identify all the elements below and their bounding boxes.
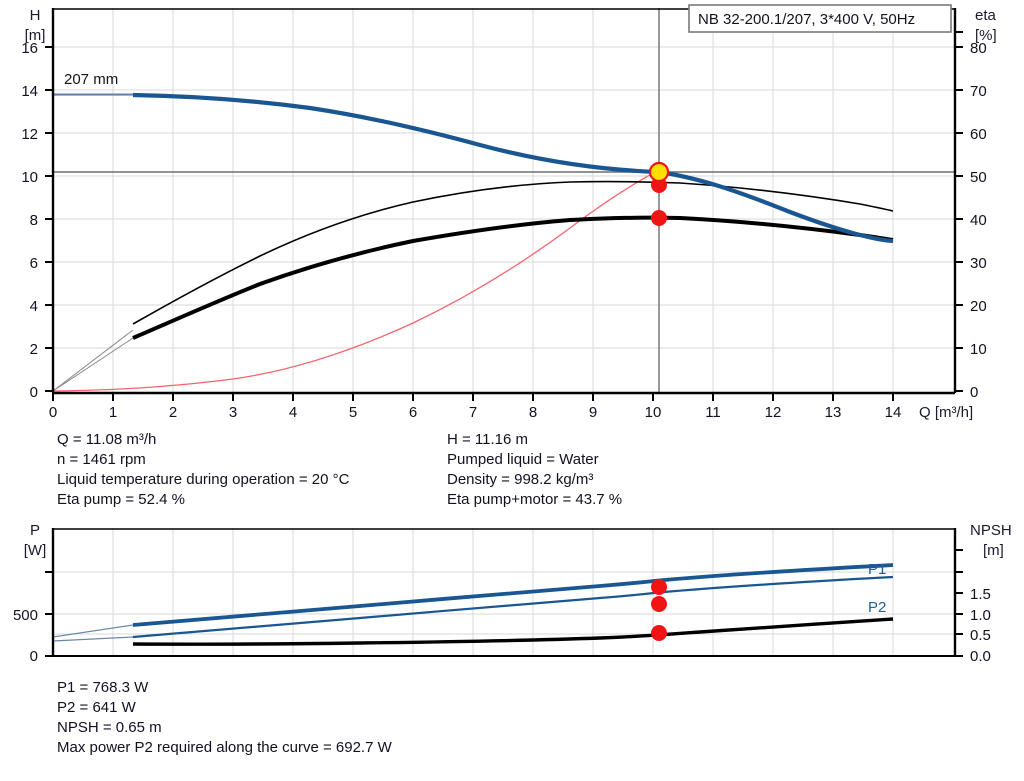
info-flow-rate: Q = 11.08 m³/h [57, 431, 157, 448]
top-x-tick-4: 4 [289, 404, 297, 421]
top-x-tick-13: 13 [825, 404, 842, 421]
power-info-block: P1 = 768.3 W P2 = 641 W NPSH = 0.65 m Ma… [57, 678, 392, 758]
top-x-tick-14: 14 [885, 404, 902, 421]
top-horizontal-gridlines [53, 46, 955, 349]
bottom-y2-tick-10: 1.0 [970, 607, 991, 624]
top-x-tick-5: 5 [349, 404, 357, 421]
top-x-tick-2: 2 [169, 404, 177, 421]
p1-curve [132, 563, 894, 627]
top-chart-group: 207 mm [21, 4, 997, 421]
info-p2: P2 = 641 W [57, 699, 136, 716]
top-x-tick-3: 3 [229, 404, 237, 421]
bottom-y-tick-500: 500 [13, 607, 38, 624]
bottom-horizontal-gridlines [53, 571, 955, 635]
bottom-y2-tick-15: 1.5 [970, 586, 991, 603]
bottom-y-tick-0: 0 [30, 648, 38, 665]
info-max-power-p2: Max power P2 required along the curve = … [57, 739, 392, 756]
top-y-tick-4: 4 [30, 298, 38, 315]
top-y2-tick-30: 30 [970, 255, 987, 272]
top-vertical-gridlines [112, 8, 894, 393]
top-y-tick-14: 14 [21, 83, 38, 100]
bottom-y-axis-label-line1: P [30, 522, 40, 539]
impeller-size-label: 207 mm [64, 71, 118, 88]
top-x-tick-8: 8 [529, 404, 537, 421]
info-eta-pump-motor: Eta pump+motor = 43.7 % [447, 491, 623, 508]
top-x-tick-9: 9 [589, 404, 597, 421]
bottom-y2-axis-label-line2: [m] [983, 542, 1004, 559]
p1-curve-extension [52, 624, 134, 638]
npsh-duty-marker[interactable] [651, 625, 667, 641]
info-liquid-temperature: Liquid temperature during operation = 20… [57, 471, 350, 488]
eta-pump-motor-curve [132, 215, 894, 340]
head-curve [132, 92, 894, 244]
duty-point-marker[interactable] [648, 161, 670, 183]
p2-series-label: P2 [868, 599, 886, 616]
eta-pump-curve-extension [52, 329, 134, 392]
duty-point-info-right: H = 11.16 m Pumped liquid = Water Densit… [447, 430, 622, 510]
top-y2-axis-label-line1: eta [975, 7, 997, 24]
top-x-tick-11: 11 [705, 404, 721, 421]
top-x-tick-10: 10 [645, 404, 662, 421]
top-y-tick-8: 8 [30, 212, 38, 229]
npsh-curve-top [52, 169, 660, 392]
top-x-tick-1: 1 [109, 404, 117, 421]
top-y-tick-2: 2 [30, 341, 38, 358]
top-x-tick-6: 6 [409, 404, 417, 421]
bottom-y2-ticks [955, 549, 963, 657]
top-y2-tick-20: 20 [970, 298, 987, 315]
top-y2-tick-80: 80 [970, 40, 987, 57]
top-y2-axis-label-line2: [%] [975, 27, 997, 44]
info-eta-pump: Eta pump = 52.4 % [57, 491, 185, 508]
pump-model-title: NB 32-200.1/207, 3*400 V, 50Hz [698, 11, 915, 28]
top-y-tick-12: 12 [21, 126, 38, 143]
p1-duty-marker[interactable] [651, 579, 667, 595]
top-y2-tick-70: 70 [970, 83, 987, 100]
top-x-tick-7: 7 [469, 404, 477, 421]
title-box [688, 4, 952, 33]
p1-series-label: P1 [868, 561, 886, 578]
top-y-axis-label-line1: H [30, 7, 41, 24]
bottom-y2-axis-label-line1: NPSH [970, 522, 1012, 539]
p2-curve-extension [52, 636, 134, 642]
info-density: Density = 998.2 kg/m³ [447, 471, 594, 488]
top-y-tick-10: 10 [21, 169, 38, 186]
top-x-tick-0: 0 [49, 404, 57, 421]
top-y-ticks [45, 46, 53, 392]
top-y2-ticks [955, 31, 963, 392]
top-y2-tick-40: 40 [970, 212, 987, 229]
duty-point-info-left: Q = 11.08 m³/h n = 1461 rpm Liquid tempe… [57, 430, 349, 510]
top-y-axis-label-line2: [m] [25, 27, 46, 44]
top-x-axis-label: Q [m³/h] [919, 404, 973, 421]
bottom-chart-group: P1 P2 0 500 0. [13, 522, 1012, 665]
top-y2-tick-60: 60 [970, 126, 987, 143]
p2-curve [132, 575, 894, 639]
bottom-y-axis-label-line2: [W] [24, 542, 47, 559]
info-p1: P1 = 768.3 W [57, 679, 149, 696]
info-npsh: NPSH = 0.65 m [57, 719, 162, 736]
top-y2-tick-10: 10 [970, 341, 987, 358]
top-y-tick-6: 6 [30, 255, 38, 272]
eta-pump-motor-curve-extension [52, 337, 134, 392]
p2-duty-marker[interactable] [651, 596, 667, 612]
npsh-curve-bottom [132, 617, 894, 646]
top-x-tick-12: 12 [765, 404, 782, 421]
bottom-y2-tick-00: 0.0 [970, 648, 991, 665]
info-pumped-liquid: Pumped liquid = Water [447, 451, 599, 468]
info-head: H = 11.16 m [447, 431, 529, 448]
top-x-ticks [52, 393, 894, 401]
top-y2-tick-50: 50 [970, 169, 987, 186]
bottom-y-ticks [45, 571, 53, 657]
bottom-y2-tick-05: 0.5 [970, 627, 991, 644]
bottom-plot-background [53, 528, 955, 656]
top-plot-background [53, 8, 955, 393]
top-y-tick-0: 0 [30, 384, 38, 401]
eta-pump-curve [132, 180, 894, 325]
top-y-tick-16: 16 [21, 40, 38, 57]
info-speed: n = 1461 rpm [57, 451, 146, 468]
eta-pump-motor-duty-marker[interactable] [651, 210, 667, 226]
top-y2-tick-0: 0 [970, 384, 978, 401]
